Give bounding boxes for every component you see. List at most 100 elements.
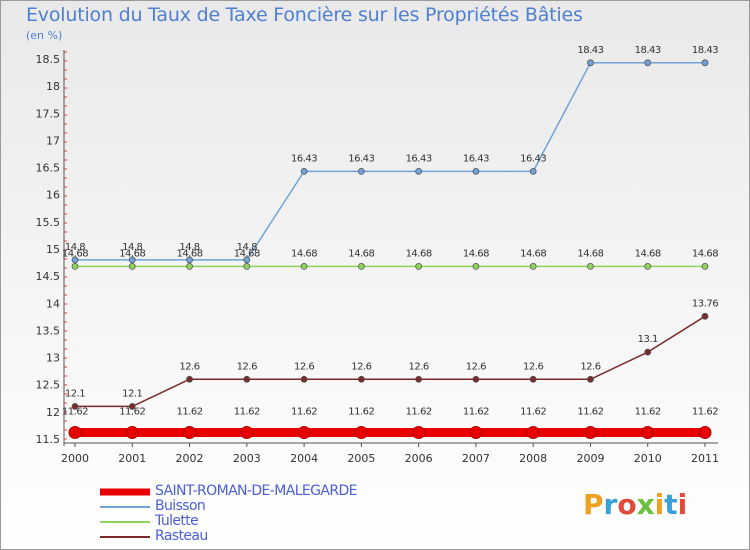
- data-label: 12.6: [523, 361, 543, 372]
- data-point: [354, 425, 368, 439]
- data-label: 11.62: [291, 406, 317, 417]
- y-tick-label: 16: [46, 189, 60, 202]
- data-point: [71, 262, 79, 270]
- legend-label-saint-roman: SAINT-ROMAN-DE-MALEGARDE: [155, 483, 358, 499]
- legend-swatch-buisson: [100, 506, 150, 508]
- proxiti-logo: Proxiti: [583, 488, 687, 521]
- x-tick-label: 2009: [576, 452, 604, 465]
- data-point: [128, 403, 136, 410]
- legend-swatch-tulette: [100, 521, 150, 523]
- data-point: [300, 167, 308, 175]
- data-point: [128, 262, 136, 270]
- data-label: 11.62: [234, 406, 260, 417]
- logo-letter: i: [654, 488, 665, 521]
- data-point: [587, 375, 594, 383]
- data-label: 11.62: [692, 406, 718, 417]
- data-label: 14.68: [234, 248, 260, 259]
- data-point: [68, 425, 82, 439]
- x-tick-label: 2000: [61, 452, 89, 465]
- logo-letter: P: [583, 488, 604, 521]
- data-point: [243, 262, 251, 270]
- series-line-buisson: [75, 62, 705, 261]
- data-label: 16.43: [520, 153, 546, 164]
- data-label: 11.62: [119, 406, 145, 417]
- y-tick-label: 15: [46, 243, 60, 256]
- x-tick-label: 2003: [233, 452, 261, 465]
- y-tick-label: 14: [46, 297, 60, 310]
- logo-letter: x: [636, 488, 655, 521]
- data-label: 16.43: [348, 153, 374, 164]
- logo-letter: i: [677, 488, 688, 521]
- data-label: 12.6: [179, 361, 199, 372]
- data-label: 11.62: [176, 406, 202, 417]
- data-label: 16.43: [406, 153, 432, 164]
- data-point: [641, 425, 655, 439]
- data-label: 14.8: [179, 242, 199, 253]
- data-label: 16.43: [463, 153, 489, 164]
- data-label: 11.62: [463, 406, 489, 417]
- data-point: [701, 312, 709, 320]
- y-tick-label: 16.5: [36, 162, 61, 175]
- data-point: [357, 167, 365, 175]
- data-label: 18.43: [577, 45, 603, 56]
- data-point: [186, 256, 193, 264]
- data-label: 12.6: [466, 361, 486, 372]
- data-point: [412, 425, 426, 439]
- data-point: [587, 59, 594, 67]
- data-point: [415, 375, 423, 383]
- y-tick-label: 14.5: [36, 270, 61, 283]
- data-point: [186, 262, 193, 270]
- series-line-rasteau: [75, 315, 706, 408]
- x-tick-label: 2004: [290, 452, 318, 465]
- y-tick-label: 12: [46, 406, 60, 419]
- data-point: [357, 262, 365, 270]
- data-label: 14.68: [463, 248, 489, 259]
- data-label: 12.6: [409, 361, 429, 372]
- data-point: [415, 262, 423, 270]
- x-tick-label: 2007: [462, 452, 490, 465]
- y-tick-label: 11.5: [36, 433, 61, 446]
- data-point: [644, 348, 652, 356]
- data-label: 14.68: [520, 248, 546, 259]
- data-point: [243, 256, 251, 264]
- data-point: [186, 375, 193, 383]
- data-label: 14.68: [176, 248, 202, 259]
- data-label: 14.68: [577, 248, 603, 259]
- data-label: 16.43: [291, 153, 317, 164]
- data-point: [243, 375, 251, 383]
- data-label: 13.76: [692, 298, 718, 309]
- y-tick-label: 13.5: [36, 324, 61, 337]
- y-tick-label: 18.5: [36, 53, 61, 66]
- data-point: [472, 167, 480, 175]
- data-label: 14.8: [65, 242, 85, 253]
- legend-swatch-rasteau: [100, 536, 150, 538]
- data-label: 14.68: [635, 248, 661, 259]
- x-tick-label: 2010: [634, 452, 662, 465]
- data-label: 18.43: [635, 45, 661, 56]
- x-tick-label: 2011: [691, 452, 719, 465]
- data-point: [297, 425, 311, 439]
- x-tick-label: 2006: [405, 452, 433, 465]
- data-label: 11.62: [577, 406, 603, 417]
- y-tick-label: 12.5: [36, 379, 61, 392]
- y-tick-label: 15.5: [36, 216, 61, 229]
- data-point: [472, 262, 480, 270]
- data-point: [701, 262, 709, 270]
- data-label: 11.62: [348, 406, 374, 417]
- x-tick-label: 2005: [347, 452, 375, 465]
- data-point: [71, 403, 79, 410]
- legend-swatch-saint-roman: [100, 488, 150, 496]
- data-label: 12.1: [65, 388, 85, 399]
- data-point: [583, 425, 597, 439]
- data-point: [529, 167, 537, 175]
- y-tick-label: 18: [46, 80, 60, 93]
- data-label: 14.68: [348, 248, 374, 259]
- data-label: 11.62: [406, 406, 432, 417]
- data-label: 14.68: [406, 248, 432, 259]
- data-label: 11.62: [520, 406, 546, 417]
- data-point: [698, 425, 712, 439]
- logo-letter: t: [664, 488, 678, 521]
- data-label: 12.1: [122, 388, 142, 399]
- y-tick-label: 17: [46, 134, 60, 147]
- data-label: 12.6: [294, 361, 314, 372]
